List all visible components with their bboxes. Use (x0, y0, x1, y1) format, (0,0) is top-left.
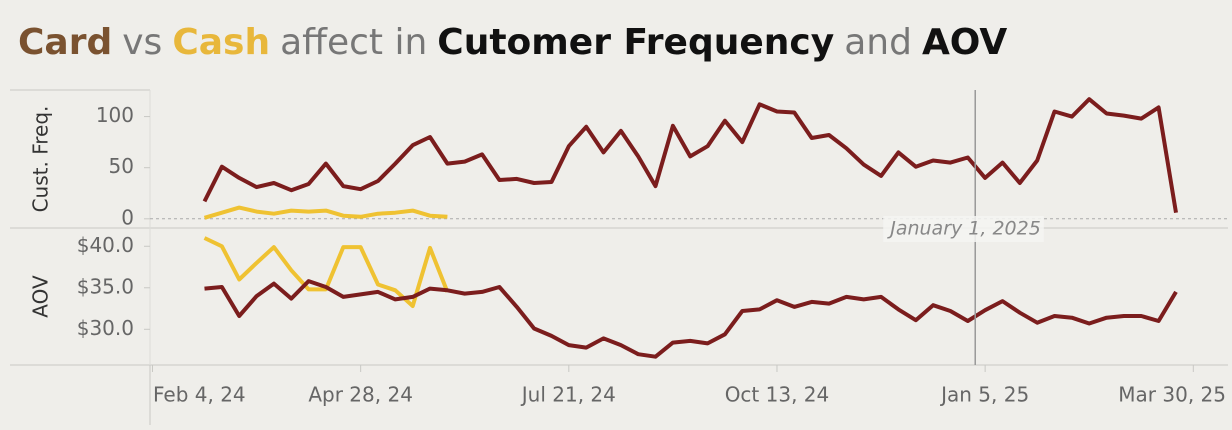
title-part: and (844, 22, 912, 63)
y-tick-label: 50 (109, 154, 134, 178)
y-tick-label: $40.0 (77, 233, 134, 257)
y-tick-label: $30.0 (77, 316, 134, 340)
x-tick-label: Mar 30, 25 (1118, 383, 1226, 407)
series-line (202, 97, 1178, 214)
title-part: Card (18, 22, 112, 63)
x-tick-label: Feb 4, 24 (153, 383, 246, 407)
y-axis-label: Cust. Freq. (29, 106, 53, 213)
x-tick-label: Jul 21, 24 (520, 383, 616, 407)
x-tick-label: Jan 5, 25 (939, 383, 1029, 407)
series-line (203, 205, 448, 220)
x-tick-label: Apr 28, 24 (308, 383, 413, 407)
series-line (203, 236, 450, 308)
reference-label: January 1, 2025 (886, 218, 1041, 240)
y-axis-label: AOV (29, 275, 53, 318)
chart-title: Card vs Cash affect in Cutomer Frequency and A… (18, 22, 1007, 63)
title-part: vs (122, 22, 162, 63)
title-part: Cash (172, 22, 270, 63)
reference-label-bg (883, 216, 1044, 242)
title-part: Cutomer Frequency (437, 22, 834, 63)
title-part: affect in (280, 22, 427, 63)
y-tick-label: 0 (121, 205, 134, 229)
title-part: AOV (922, 22, 1007, 63)
y-tick-label: $35.0 (77, 274, 134, 298)
series-line (204, 279, 1178, 359)
y-tick-label: 100 (96, 103, 134, 127)
x-tick-label: Oct 13, 24 (725, 383, 830, 407)
